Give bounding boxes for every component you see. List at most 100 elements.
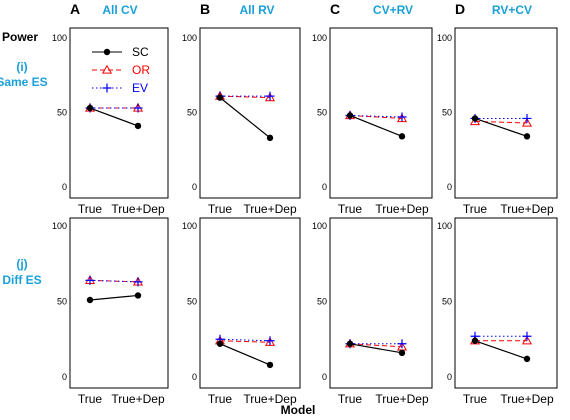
y-tick-label: 50 (442, 108, 452, 118)
series-line-sc (89, 107, 139, 127)
series-line-sc (219, 97, 271, 139)
panel-frame (329, 217, 433, 389)
series-line-or (349, 343, 403, 348)
panel-b-i: 0 50 100 True True+Dep (182, 27, 301, 216)
point-sc-1 (266, 134, 274, 142)
y-tick-label: 100 (437, 221, 452, 231)
point-sc-1 (134, 122, 142, 130)
legend-label-ev: EV (132, 81, 148, 95)
point-sc-1 (266, 361, 274, 369)
column-letter-a: A (70, 1, 80, 17)
x-tick-label: True+Dep (500, 202, 554, 216)
row-number-i: (i) (16, 60, 27, 74)
point-sc-0 (471, 115, 479, 122)
point-sc-1 (398, 349, 406, 357)
x-tick-label: True+Dep (375, 392, 429, 406)
x-axis-title: Model (281, 403, 316, 417)
x-tick-label: True+Dep (500, 392, 554, 406)
series-line-sc (219, 343, 271, 366)
point-or-0 (469, 116, 481, 126)
column-title-b: All RV (239, 3, 274, 17)
column-letter-d: D (455, 1, 465, 17)
x-tick-label: True+Dep (111, 392, 165, 406)
x-tick-label: True (338, 392, 363, 406)
panel-frame (329, 27, 433, 199)
y-tick-label: 100 (182, 33, 197, 43)
y-tick-label: 50 (317, 108, 327, 118)
point-sc-0 (216, 94, 224, 101)
y-tick-label: 50 (187, 297, 197, 307)
legend-label-sc: SC (132, 45, 149, 59)
legend-marker-sc (103, 48, 111, 56)
y-tick-label: 50 (317, 297, 327, 307)
point-ev-1 (265, 91, 275, 101)
y-tick-label: 100 (182, 221, 197, 231)
panel-a-i: 0 50 100 True True+Dep (52, 27, 169, 216)
point-sc-0 (86, 104, 94, 112)
y-tick-label: 0 (322, 182, 327, 192)
x-tick-label: True (338, 202, 363, 216)
row-number-j: (j) (16, 257, 27, 271)
point-or-1 (396, 113, 408, 123)
panel-c-i: 0 50 100 True True+Dep (312, 27, 433, 216)
y-tick-label: 0 (447, 182, 452, 192)
y-tick-label: 0 (62, 372, 67, 382)
y-tick-label: 0 (447, 372, 452, 382)
y-tick-label: 100 (437, 33, 452, 43)
y-tick-label: 50 (187, 108, 197, 118)
x-tick-label: True (463, 392, 488, 406)
column-title-a: All CV (102, 3, 137, 17)
point-sc-1 (523, 355, 531, 363)
point-or-1 (521, 335, 533, 345)
x-tick-label: True+Dep (375, 202, 429, 216)
series-line-ev (219, 338, 271, 342)
panel-frame (454, 217, 558, 389)
x-tick-label: True (78, 392, 103, 406)
series-line-sc (89, 294, 139, 301)
y-tick-label: 50 (57, 108, 67, 118)
series-line-sc (349, 114, 403, 137)
x-tick-label: True+Dep (243, 202, 297, 216)
panel-frame (69, 27, 169, 199)
y-tick-label: 100 (312, 33, 327, 43)
legend-label-or: OR (132, 63, 150, 77)
point-ev-1 (522, 113, 532, 123)
y-tick-label: 50 (57, 297, 67, 307)
point-ev-0 (85, 275, 95, 285)
x-tick-label: True (208, 202, 233, 216)
series-line-sc (349, 343, 403, 354)
panel-frame (199, 27, 301, 199)
column-letter-c: C (330, 1, 340, 17)
row-label-j: Diff ES (2, 273, 41, 287)
point-ev-1 (397, 112, 407, 122)
panel-a-j: 0 50 100 True True+Dep (52, 217, 169, 406)
y-tick-label: 100 (52, 221, 67, 231)
y-tick-label: 0 (62, 182, 67, 192)
legend-marker-ev (102, 83, 112, 93)
point-or-1 (521, 117, 533, 127)
legend: SC OR EV (92, 45, 150, 95)
panels-group: 0 50 100 True True+Dep 0 50 100 True True+Dep 0 50 1… (52, 27, 558, 406)
panel-d-j: 0 50 100 True True+Dep (437, 217, 558, 406)
point-sc-0 (346, 112, 354, 119)
legend-marker-or (101, 64, 113, 74)
point-ev-1 (397, 339, 407, 349)
panel-c-j: 0 50 100 True True+Dep (312, 217, 433, 406)
y-tick-label: 0 (322, 372, 327, 382)
y-axis-title: Power (2, 30, 38, 44)
point-sc-0 (346, 340, 354, 347)
panel-d-i: 0 50 100 True True+Dep (437, 27, 558, 216)
panel-b-j: 0 50 100 True True+Dep (182, 217, 301, 406)
point-sc-0 (216, 340, 224, 347)
point-ev-1 (133, 103, 143, 113)
y-tick-label: 100 (312, 221, 327, 231)
y-tick-label: 0 (192, 372, 197, 382)
series-line-sc (474, 340, 528, 360)
point-ev-1 (265, 336, 275, 346)
x-tick-label: True+Dep (243, 392, 297, 406)
point-ev-1 (522, 331, 532, 341)
y-tick-label: 0 (192, 182, 197, 192)
y-tick-label: 100 (52, 33, 67, 43)
point-sc-1 (523, 133, 531, 140)
